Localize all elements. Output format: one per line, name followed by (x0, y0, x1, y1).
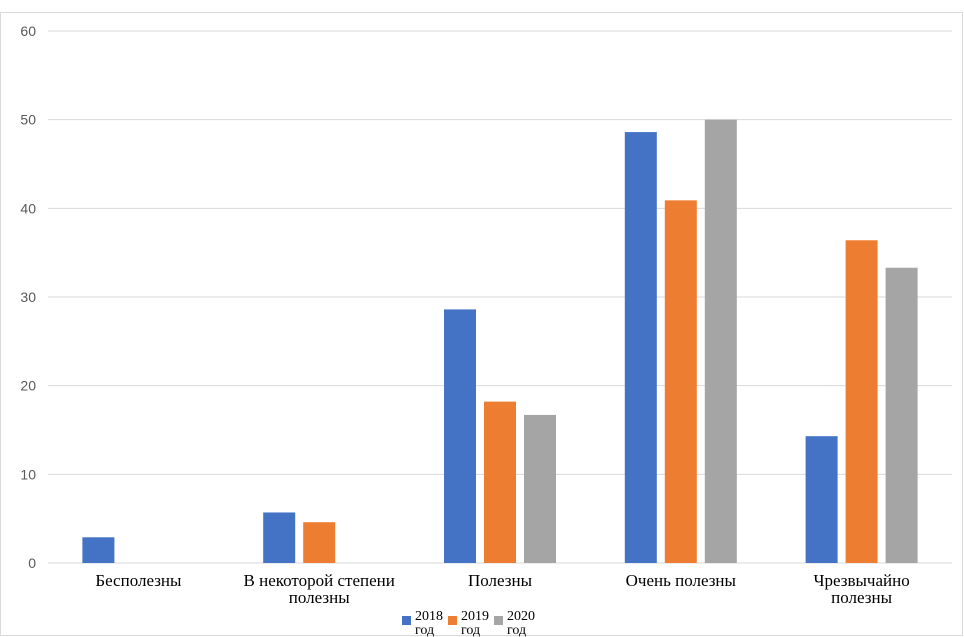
x-tick-label-line: полезны (289, 588, 350, 607)
bar-2-5 (845, 240, 878, 563)
legend-label: 2019 год (461, 609, 489, 637)
legend-label-line: 2019 (461, 609, 489, 624)
y-tick-label: 60 (20, 23, 36, 39)
x-tick-label: Очень полезны (626, 571, 737, 590)
legend-label-line: 2018 (415, 609, 443, 624)
legend-swatch (448, 616, 457, 625)
bar-2-4 (664, 200, 697, 563)
y-tick-label: 20 (20, 378, 36, 394)
legend-swatch (402, 616, 411, 625)
legend-label-line: год (415, 623, 434, 637)
x-tick-label-line: полезны (831, 588, 892, 607)
bar-3-3 (524, 414, 556, 563)
x-tick-label-line: Очень полезны (626, 571, 737, 590)
y-tick-label: 30 (20, 289, 36, 305)
legend-swatch (494, 616, 503, 625)
legend-label-line: 2020 (507, 609, 535, 624)
bar-1-2 (263, 512, 296, 563)
y-axis-ticks: 0 10 20 30 40 50 60 (20, 23, 36, 571)
legend-label: 2018 год (415, 609, 443, 637)
legend-label: 2020 год (507, 609, 535, 637)
bar-1-4 (624, 132, 657, 563)
legend-label-line: год (461, 623, 480, 637)
y-tick-label: 10 (20, 466, 36, 482)
x-tick-label-line: Бесполезны (95, 571, 182, 590)
bars (82, 119, 918, 564)
x-tick-label-line: В некоторой степени (244, 571, 395, 590)
bar-1-1 (82, 537, 115, 563)
bar-3-5 (885, 267, 918, 563)
x-tick-label: Полезны (468, 571, 533, 590)
x-tick-label: Бесполезны (95, 571, 182, 590)
legend-label-line: год (507, 623, 526, 637)
y-tick-label: 40 (20, 200, 36, 216)
bar-1-3 (444, 309, 476, 563)
y-tick-label: 0 (28, 555, 36, 571)
bar-3-4 (704, 119, 737, 564)
x-tick-label: Чрезвычайно полезны (813, 571, 909, 607)
grid (48, 30, 952, 564)
x-tick-label: В некоторой степени полезны (244, 571, 395, 607)
x-tick-label-line: Полезны (468, 571, 533, 590)
y-tick-label: 50 (20, 112, 36, 128)
bar-2-2 (303, 522, 336, 563)
x-axis-ticks: Бесполезны В некоторой степени полезныПоле… (95, 571, 909, 607)
bar-2-3 (484, 401, 516, 563)
bar-1-5 (805, 436, 838, 563)
chart-frame (0, 12, 963, 636)
x-tick-label-line: Чрезвычайно (813, 571, 909, 590)
